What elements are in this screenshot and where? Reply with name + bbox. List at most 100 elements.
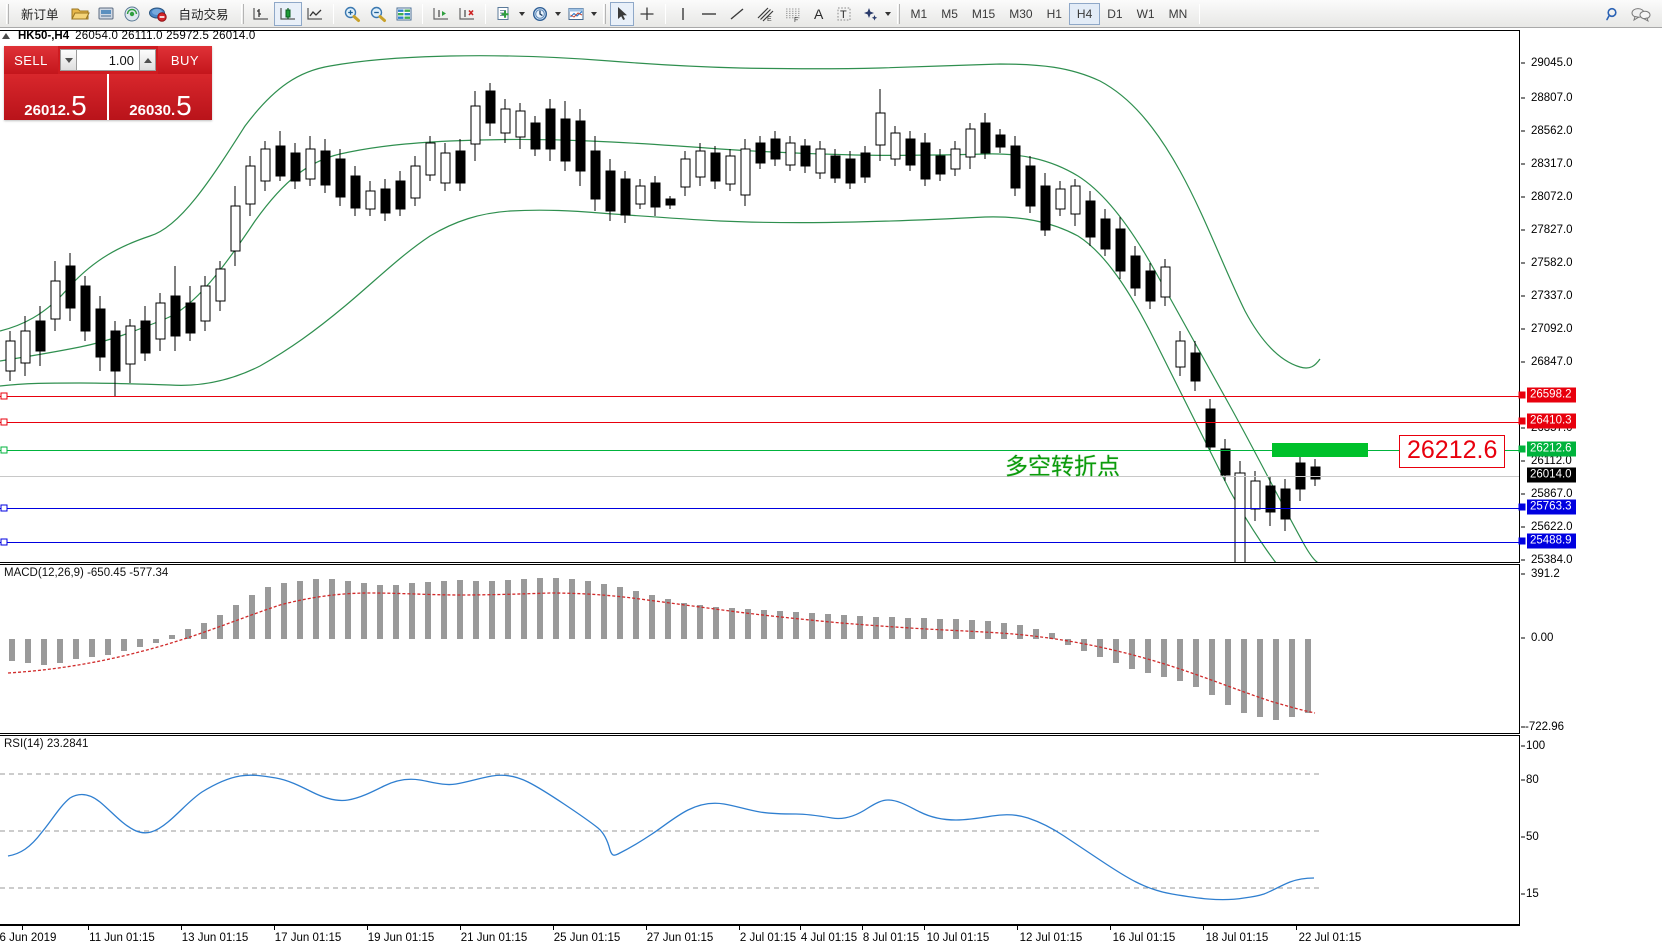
text-icon[interactable]: A	[807, 2, 831, 26]
crosshair-icon[interactable]	[634, 2, 660, 26]
axis-handle-support-1[interactable]	[1518, 503, 1526, 511]
shapes-chevron-down-icon[interactable]	[884, 11, 891, 16]
timeframe-h1[interactable]: H1	[1046, 6, 1062, 21]
turning-point-annotation[interactable]: 多空转折点	[1005, 453, 1120, 479]
add-indicator-chevron-down-icon[interactable]	[518, 11, 525, 16]
volume-decrease-button[interactable]	[60, 49, 77, 71]
autotrading-icon[interactable]	[145, 2, 171, 26]
price-tick-label: 27827.0	[1531, 224, 1573, 236]
level-handle-pivot[interactable]	[0, 446, 8, 454]
rsi-axis[interactable]: 100 80 50 15	[1521, 735, 1662, 925]
axis-handle-pivot[interactable]	[1518, 445, 1526, 453]
timeframe-h4[interactable]: H4	[1068, 2, 1101, 25]
macd-pane[interactable]: MACD(12,26,9) -650.45 -577.34	[0, 564, 1520, 734]
rsi-pane[interactable]: RSI(14) 23.2841	[0, 735, 1520, 925]
sell-button[interactable]: SELL	[4, 46, 58, 74]
templates-chevron-down-icon[interactable]	[590, 11, 597, 16]
rsi-level-lines	[0, 773, 1320, 889]
price-tick-label: 25622.0	[1531, 521, 1573, 533]
folder-icon[interactable]	[67, 2, 93, 26]
toolbar-grip-2[interactable]	[240, 3, 244, 24]
volume-increase-button[interactable]	[139, 49, 156, 71]
new-order-button[interactable]: 新订单	[13, 2, 67, 26]
line-chart-icon[interactable]	[302, 2, 328, 26]
level-line-last-price	[0, 476, 1519, 477]
chart-shift-icon[interactable]	[454, 2, 480, 26]
toolbar-grip-3[interactable]	[602, 3, 606, 24]
level-handle-resistance-1[interactable]	[0, 392, 8, 400]
buy-price-integer: 26030	[129, 102, 171, 119]
timeframe-m15[interactable]: M15	[971, 6, 996, 21]
bar-chart-icon[interactable]	[248, 2, 274, 26]
equidistant-channel-icon[interactable]: E	[751, 2, 779, 26]
toolbar-grip[interactable]	[6, 3, 9, 24]
time-axis[interactable]: 6 Jun 2019 11 Jun 01:15 13 Jun 01:15 17 …	[0, 925, 1520, 952]
vline-icon[interactable]	[671, 2, 695, 26]
time-tick-label: 27 Jun 01:15	[646, 932, 714, 944]
price-badge-pivot[interactable]: 26212.6	[1527, 441, 1576, 457]
auto-trading-button[interactable]: 自动交易	[171, 2, 237, 26]
price-badge-support-1[interactable]: 25763.3	[1527, 499, 1576, 515]
collapse-triangle-icon[interactable]	[2, 33, 10, 39]
period-chevron-down-icon[interactable]	[554, 11, 561, 16]
axis-handle-support-2[interactable]	[1518, 537, 1526, 545]
text-label-icon[interactable]: T	[831, 2, 857, 26]
price-tick-label: 28562.0	[1531, 125, 1573, 137]
one-click-trading-panel[interactable]: SELL 1.00 BUY 26012 . 5 26030 . 5	[4, 46, 212, 120]
chat-icon[interactable]	[1626, 2, 1656, 26]
price-pane[interactable]: 多空转折点 26212.6	[0, 30, 1520, 563]
hline-icon[interactable]	[695, 2, 723, 26]
cursor-icon[interactable]	[609, 1, 634, 26]
zoom-in-icon[interactable]	[339, 2, 365, 26]
level-handle-support-1[interactable]	[0, 504, 8, 512]
price-badge-resistance-1[interactable]: 26598.2	[1527, 387, 1576, 403]
volume-input[interactable]: 1.00	[77, 49, 139, 71]
buy-price-button[interactable]: 26030 . 5	[109, 74, 212, 120]
level-line-resistance-1[interactable]	[0, 396, 1519, 397]
terminal-icon[interactable]	[93, 2, 119, 26]
pivot-highlight-block[interactable]	[1272, 443, 1368, 457]
timeframe-m30[interactable]: M30	[1009, 6, 1033, 21]
timeframe-w1[interactable]: W1	[1136, 6, 1155, 21]
price-badge-support-2[interactable]: 25488.9	[1527, 533, 1576, 549]
sell-price-button[interactable]: 26012 . 5	[4, 74, 107, 120]
level-line-resistance-2[interactable]	[0, 422, 1519, 423]
level-handle-support-2[interactable]	[0, 538, 8, 546]
level-line-support-2[interactable]	[0, 542, 1519, 543]
trendline-icon[interactable]	[723, 2, 751, 26]
macd-axis[interactable]: 391.2 0.00 -722.96	[1521, 564, 1662, 734]
price-tick-label: 26847.0	[1531, 356, 1573, 368]
auto-scroll-icon[interactable]	[428, 2, 454, 26]
timeframe-mn[interactable]: MN	[1168, 6, 1188, 21]
axis-handle-resistance-1[interactable]	[1518, 391, 1526, 399]
period-clock-icon[interactable]	[527, 2, 553, 26]
add-indicator-icon[interactable]	[491, 2, 517, 26]
buy-button[interactable]: BUY	[158, 46, 212, 74]
price-axis[interactable]: 29045.0 28807.0 28562.0 28317.0 28072.0 …	[1518, 30, 1662, 566]
fibonacci-icon[interactable]: F	[779, 2, 807, 26]
toolbar-grip-4[interactable]	[896, 3, 900, 24]
templates-icon[interactable]	[563, 2, 589, 26]
level-line-support-1[interactable]	[0, 508, 1519, 509]
rsi-label: RSI(14) 23.2841	[4, 738, 89, 750]
time-tick-label: 13 Jun 01:15	[181, 932, 249, 944]
search-icon[interactable]	[1600, 2, 1626, 26]
timeframe-d1[interactable]: D1	[1107, 6, 1123, 21]
price-callout-annotation[interactable]: 26212.6	[1399, 435, 1506, 468]
timeframe-m5[interactable]: M5	[941, 6, 958, 21]
shapes-icon[interactable]	[857, 2, 883, 26]
zoom-out-icon[interactable]	[365, 2, 391, 26]
level-line-pivot[interactable]	[0, 450, 1519, 451]
timeframe-m1[interactable]: M1	[910, 6, 928, 21]
data-window-icon[interactable]	[391, 2, 417, 26]
toolbar-separator-3	[484, 3, 486, 24]
price-badge-last[interactable]: 26014.0	[1527, 467, 1576, 483]
level-handle-resistance-2[interactable]	[0, 418, 8, 426]
candlestick-chart-icon[interactable]	[273, 1, 302, 26]
signal-icon[interactable]	[119, 2, 145, 26]
volume-stepper[interactable]: 1.00	[58, 46, 158, 74]
price-badge-resistance-2[interactable]: 26410.3	[1527, 413, 1576, 429]
chart-area[interactable]: 多空转折点 26212.6 29045.0 28807.0 28562.0 28…	[0, 28, 1662, 952]
time-tick-label: 6 Jun 2019	[0, 932, 57, 944]
axis-handle-resistance-2[interactable]	[1518, 417, 1526, 425]
